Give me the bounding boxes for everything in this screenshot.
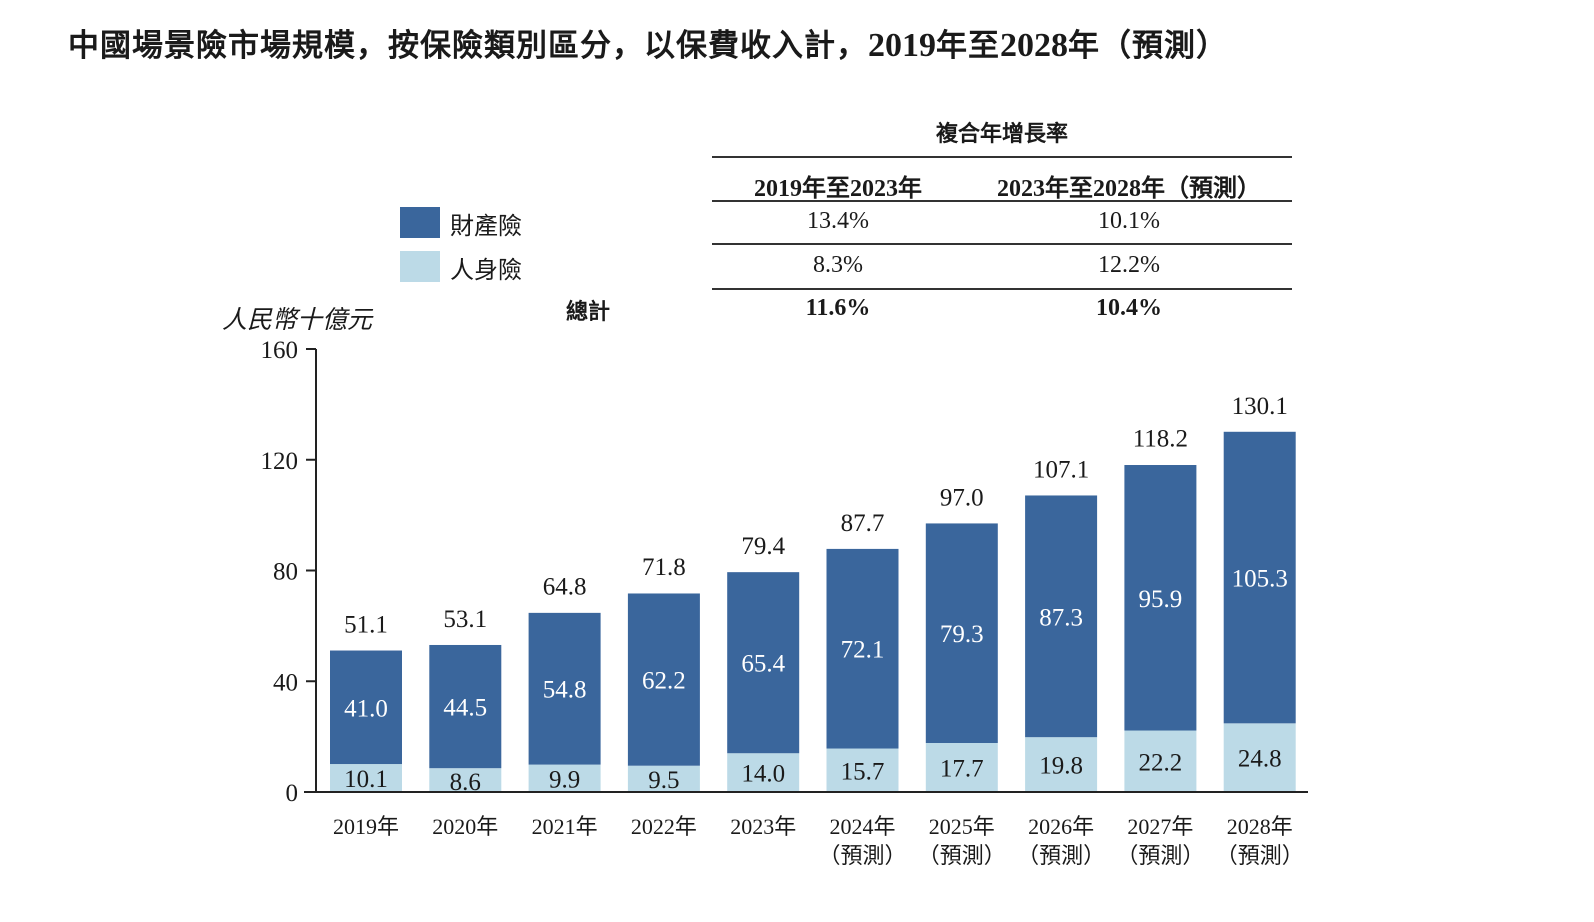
segment-label-property: 62.2 <box>642 668 686 695</box>
bar-segment-property <box>627 593 700 766</box>
segment-label-property: 79.3 <box>940 621 984 648</box>
bar-segment-life <box>727 753 800 792</box>
bar-segment-life <box>826 748 899 792</box>
bar-segment-life <box>925 742 998 792</box>
x-tick-note: （預測） <box>818 843 906 868</box>
segment-label-life: 17.7 <box>940 755 984 782</box>
legend-swatch-property <box>400 207 440 238</box>
x-tick-label: 2019年 <box>333 814 399 839</box>
x-tick-label: 2023年 <box>730 814 796 839</box>
y-tick-label: 0 <box>286 780 299 807</box>
legend-swatch-life <box>400 251 440 282</box>
cagr-rule-2 <box>712 243 1292 245</box>
legend-label-life: 人身險 <box>450 256 522 284</box>
total-label: 71.8 <box>642 554 686 581</box>
bar-segment-life <box>330 764 402 792</box>
bar-segment-property <box>727 572 800 754</box>
segment-label-property: 105.3 <box>1232 566 1288 593</box>
x-tick-note: （預測） <box>1116 843 1204 868</box>
bar-segment-life <box>429 768 502 792</box>
bar-segment-life <box>1025 737 1098 792</box>
bar-segment-property <box>925 523 998 743</box>
cagr-total-2: 10.4% <box>1096 295 1162 321</box>
cagr-rule-top <box>712 156 1292 158</box>
cagr-rule-3 <box>712 288 1292 290</box>
cagr-table-header: 複合年增長率 <box>935 122 1068 147</box>
segment-label-property: 65.4 <box>741 651 785 678</box>
segment-label-property: 54.8 <box>543 677 587 704</box>
segment-label-life: 24.8 <box>1238 746 1282 773</box>
x-tick-label: 2024年 <box>829 814 895 839</box>
total-label: 97.0 <box>940 484 984 511</box>
segment-label-property: 41.0 <box>344 695 388 722</box>
cagr-property-2: 10.1% <box>1098 208 1160 234</box>
y-tick-label: 120 <box>261 448 299 475</box>
segment-label-life: 15.7 <box>841 758 885 785</box>
bar-segment-property <box>429 644 502 769</box>
bar-segment-life <box>1124 730 1197 792</box>
segment-label-life: 14.0 <box>741 761 785 788</box>
bar-segment-life <box>1223 723 1296 792</box>
title-start-year: 2019 <box>868 27 936 64</box>
cagr-life-1: 8.3% <box>813 252 863 278</box>
y-axis-unit-label: 人民幣十億元 <box>222 305 373 334</box>
total-label: 53.1 <box>443 606 487 633</box>
bar-segment-life <box>627 765 700 792</box>
bar-segment-property <box>826 548 899 749</box>
segment-label-property: 72.1 <box>841 637 885 664</box>
title-suffix: 年（預測） <box>1068 28 1228 64</box>
bar-segment-property <box>1223 431 1296 724</box>
segment-label-property: 95.9 <box>1139 586 1183 613</box>
title-mid: 年至 <box>936 28 1000 64</box>
segment-label-life: 19.8 <box>1039 753 1083 780</box>
title-end-year: 2028 <box>1000 27 1068 64</box>
total-label: 118.2 <box>1133 426 1188 453</box>
total-label: 87.7 <box>841 510 885 537</box>
bar-segment-property <box>528 612 601 765</box>
total-label: 64.8 <box>543 574 587 601</box>
segment-label-life: 9.5 <box>648 767 679 794</box>
x-tick-label: 2026年 <box>1028 814 1094 839</box>
cagr-total-1: 11.6% <box>805 295 871 321</box>
legend-label-property: 財產險 <box>450 212 522 240</box>
y-tick-label: 40 <box>273 669 298 696</box>
x-tick-note: （預測） <box>918 843 1006 868</box>
segment-label-property: 44.5 <box>443 695 487 722</box>
total-label: 130.1 <box>1232 393 1288 420</box>
segment-label-property: 87.3 <box>1039 604 1083 631</box>
x-tick-note: （預測） <box>1216 843 1304 868</box>
x-tick-label: 2022年 <box>631 814 697 839</box>
x-tick-note: （預測） <box>1017 843 1105 868</box>
x-tick-label: 2021年 <box>532 814 598 839</box>
cagr-total-label: 總計 <box>566 300 611 325</box>
chart-title: 中國場景險市場規模，按保險類別區分，以保費收入計，2019年至2028年（預測） <box>68 20 1228 65</box>
bar-segment-property <box>1124 465 1197 731</box>
x-tick-label: 2027年 <box>1127 814 1193 839</box>
bar-segment-life <box>528 764 601 792</box>
y-tick-label: 160 <box>261 337 299 364</box>
x-tick-label: 2028年 <box>1227 814 1293 839</box>
segment-label-life: 22.2 <box>1139 749 1183 776</box>
x-tick-label: 2025年 <box>929 814 995 839</box>
segment-label-life: 10.1 <box>344 766 388 793</box>
cagr-property-1: 13.4% <box>807 208 869 234</box>
bar-segment-property <box>1025 495 1098 738</box>
total-label: 107.1 <box>1033 456 1089 483</box>
total-label: 79.4 <box>741 533 785 560</box>
x-tick-label: 2020年 <box>432 814 498 839</box>
cagr-life-2: 12.2% <box>1098 252 1160 278</box>
cagr-column-header-2: 2023年至2028年（預測） <box>997 176 1261 202</box>
title-prefix: 中國場景險市場規模，按保險類別區分，以保費收入計， <box>68 28 868 64</box>
segment-label-life: 9.9 <box>549 766 580 793</box>
total-label: 51.1 <box>344 612 388 639</box>
cagr-column-header-1: 2019年至2023年 <box>754 176 922 202</box>
y-tick-label: 80 <box>273 559 298 586</box>
cagr-rule-1 <box>712 200 1292 202</box>
bar-segment-property <box>330 650 402 765</box>
